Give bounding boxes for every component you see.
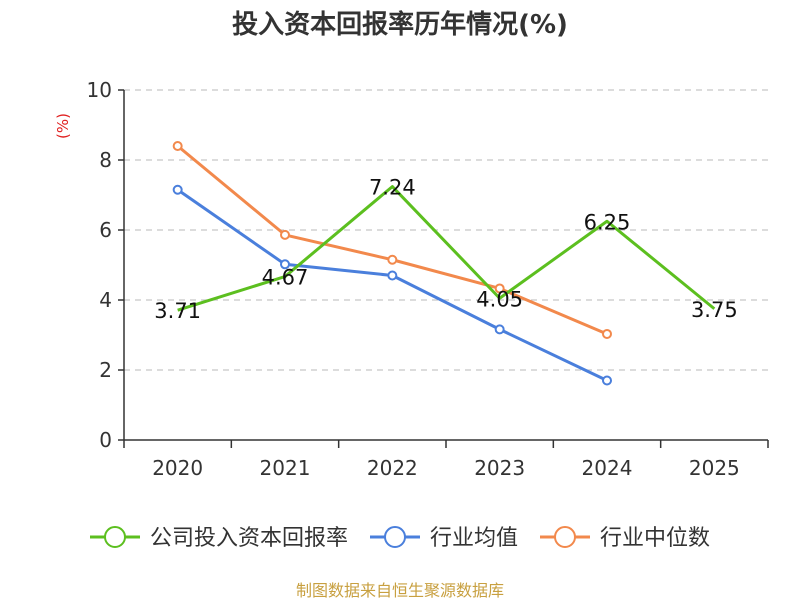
data-label-2023: 4.05 [476, 287, 523, 311]
grid-lines [124, 89, 768, 371]
legend-marker-2 [554, 526, 576, 548]
x-tick-label-2023: 2023 [474, 456, 525, 480]
data-label-2022: 7.24 [369, 176, 416, 200]
y-tick-label-2: 2 [99, 358, 112, 382]
data-label-2021: 4.67 [262, 266, 309, 290]
series-line-1 [176, 188, 608, 382]
legend-item-1: 行业均值 [370, 526, 518, 551]
x-tick-label-2022: 2022 [367, 456, 418, 480]
legend-item-2: 行业中位数 [540, 526, 710, 551]
x-tick-label-2025: 2025 [689, 456, 740, 480]
data-label-2024: 6.25 [584, 210, 631, 234]
legend-label-1: 行业均值 [430, 526, 518, 551]
x-tick-label-2021: 2021 [260, 456, 311, 480]
y-tick-label-6: 6 [99, 218, 112, 242]
legend-label-2: 行业中位数 [600, 526, 710, 551]
axes: 0 2 4 6 8 10 2020 2021 2022 2023 2024 2025 [87, 78, 769, 480]
y-tick-label-4: 4 [99, 288, 112, 312]
series-lines [172, 141, 716, 386]
legend-item-0: 公司投入资本回报率 [90, 526, 348, 551]
data-label-2025: 3.75 [691, 298, 738, 322]
series-2-point-2022 [387, 254, 398, 265]
legend-label-0: 公司投入资本回报率 [150, 526, 348, 551]
legend: 公司投入资本回报率 行业均值 行业中位数 [90, 526, 710, 551]
series-2-point-2024 [602, 328, 612, 339]
series-2-point-2020 [172, 141, 183, 151]
x-tick-label-2024: 2024 [582, 456, 633, 480]
data-label-2020: 3.71 [154, 299, 201, 323]
series-1-point-2024 [602, 375, 612, 386]
series-2-point-2021 [280, 229, 290, 240]
series-1-point-2022 [387, 270, 398, 281]
series-1-point-2021 [280, 259, 290, 270]
series-1-point-2020 [172, 184, 183, 195]
series-line-0 [177, 185, 716, 312]
legend-marker-1 [384, 526, 406, 548]
series-line-2 [176, 144, 608, 336]
y-tick-label-0: 0 [99, 428, 112, 452]
chart-title: 投入资本回报率历年情况(%) [232, 9, 568, 40]
x-tick-label-2020: 2020 [152, 456, 203, 480]
series-1-point-2023 [494, 324, 505, 335]
y-tick-label-10: 10 [87, 78, 112, 102]
data-labels: 3.71 4.67 7.24 4.05 6.25 3.75 [154, 176, 737, 324]
data-source-note: 制图数据来自恒生聚源数据库 [296, 581, 504, 600]
y-tick-label-8: 8 [99, 148, 112, 172]
series-2-point-2023 [494, 283, 505, 294]
y-axis-unit: (%) [54, 113, 72, 139]
legend-marker-0 [104, 526, 126, 548]
